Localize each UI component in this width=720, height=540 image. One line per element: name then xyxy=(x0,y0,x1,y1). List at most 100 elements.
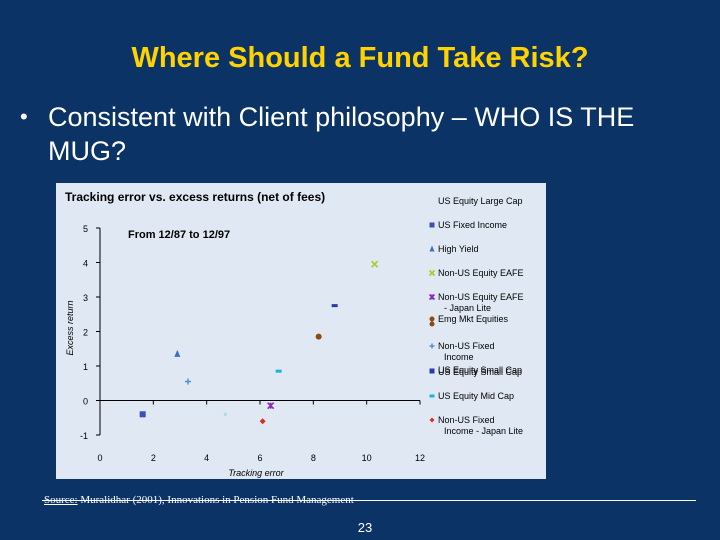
marker-dash-icon xyxy=(275,369,282,373)
marker-dash-icon xyxy=(429,368,435,372)
legend-label-line: High Yield xyxy=(438,244,479,254)
y-tick-label: 5 xyxy=(83,224,88,234)
y-axis-label: Excess return xyxy=(65,300,75,355)
x-tick-label: 0 xyxy=(97,453,102,463)
legend-item: US Equity Small Cap xyxy=(429,367,522,377)
x-tick-label: 8 xyxy=(311,453,316,463)
axes-layer xyxy=(96,227,421,436)
legend-label-line: Income - Japan Lite xyxy=(444,426,523,436)
marker-square-icon xyxy=(139,411,146,418)
legend-label: Non-US Fixed Income xyxy=(438,341,495,362)
legend-label: High Yield xyxy=(438,244,479,254)
data-point xyxy=(174,349,181,357)
legend-marker xyxy=(429,417,435,423)
marker-dash-icon xyxy=(331,304,338,308)
x-tick-label: 10 xyxy=(362,453,372,463)
x-axis-label: Tracking error xyxy=(228,468,284,478)
bullet-text: Consistent with Client philosophy – WHO … xyxy=(48,102,635,166)
y-tick-label: 0 xyxy=(83,397,88,407)
scatter-chart: Tracking error vs. excess returns (net o… xyxy=(65,190,524,478)
legend-label-line: US Equity Large Cap xyxy=(438,196,523,206)
marker-x-icon xyxy=(428,269,436,277)
source-divider xyxy=(42,500,696,501)
marker-square-icon xyxy=(429,222,435,228)
marker-circle-icon xyxy=(429,321,435,327)
legend-label-line: US Equity Mid Cap xyxy=(438,391,514,401)
source-prefix: Source: xyxy=(44,494,78,506)
legend-label: US Equity Small Cap xyxy=(438,365,522,375)
legend-label: US Equity Large Cap xyxy=(438,196,523,206)
y-tick-label: 4 xyxy=(83,259,88,269)
legend-label: US Equity Mid Cap xyxy=(438,391,514,401)
data-point xyxy=(315,333,322,340)
marker-diamond-icon xyxy=(259,418,266,425)
marker-circle-icon xyxy=(429,316,435,322)
marker-triangle-icon xyxy=(429,245,435,252)
data-point xyxy=(259,418,266,425)
legend-label-line: Income xyxy=(444,352,474,362)
marker-dash-icon xyxy=(429,394,435,398)
legend-item: US Equity Mid Cap xyxy=(429,391,514,401)
legend-label: Non-US Equity EAFE - Japan Lite xyxy=(438,292,524,313)
legend-label-line: Non-US Fixed xyxy=(438,415,495,425)
x-tick-label: 2 xyxy=(151,453,156,463)
y-tick-label: -1 xyxy=(80,431,88,441)
y-tick-label: 1 xyxy=(83,362,88,372)
legend-marker xyxy=(428,269,436,277)
legend-label: US Equity Small Cap xyxy=(438,367,522,377)
legend: US Equity Large Cap US Fixed Income High Y… xyxy=(428,196,524,436)
marker-x-icon xyxy=(371,260,379,268)
legend-label: Non-US Fixed Income - Japan Lite xyxy=(438,415,523,436)
x-tick-label: 6 xyxy=(257,453,262,463)
source-citation: Source: Muralidhar (2001), Innovations i… xyxy=(44,494,384,507)
legend-marker xyxy=(429,368,435,372)
chart-title: Tracking error vs. excess returns (net o… xyxy=(65,190,325,204)
marker-dash-icon xyxy=(429,370,435,374)
legend-marker xyxy=(429,370,435,374)
legend-item: Non-US Fixed Income - Japan Lite xyxy=(429,415,523,436)
marker-triangle-icon xyxy=(174,349,181,357)
slide-title: Where Should a Fund Take Risk? xyxy=(131,42,589,74)
legend-marker xyxy=(429,316,435,322)
legend-label: Emg Mkt Equities xyxy=(438,314,509,324)
chart-panel: Tracking error vs. excess returns (net o… xyxy=(56,183,546,479)
x-tick-label: 12 xyxy=(415,453,425,463)
bullet-icon: • xyxy=(20,104,28,129)
legend-label: Non-US Equity EAFE xyxy=(438,268,524,278)
marker-circle-icon xyxy=(315,333,322,340)
y-tick-label: 2 xyxy=(83,328,88,338)
y-tick-label: 3 xyxy=(83,293,88,303)
marker-dot-icon xyxy=(223,412,227,416)
legend-label-line: Non-US Equity EAFE xyxy=(438,268,524,278)
legend-label-line: US Equity Small Cap xyxy=(438,367,522,377)
legend-label-line: Non-US Fixed xyxy=(438,341,495,351)
data-points-layer xyxy=(139,260,379,425)
legend-marker xyxy=(429,245,435,252)
legend-label-line: US Fixed Income xyxy=(438,220,507,230)
x-tick-label: 4 xyxy=(204,453,209,463)
page-number: 23 xyxy=(357,520,373,535)
data-point xyxy=(185,378,191,385)
legend-item: High Yield xyxy=(429,244,479,254)
legend-marker xyxy=(429,394,435,398)
legend-label-line: - Japan Lite xyxy=(444,303,491,313)
legend-marker xyxy=(429,343,435,349)
data-point xyxy=(223,412,227,416)
legend-item: US Equity Large Cap xyxy=(438,196,523,206)
legend-marker xyxy=(429,222,435,228)
data-point xyxy=(331,304,338,308)
legend-label: US Fixed Income xyxy=(438,220,507,230)
legend-label-line: Non-US Equity EAFE xyxy=(438,292,524,302)
marker-diamond-icon xyxy=(429,417,435,423)
legend-item xyxy=(429,321,435,327)
data-point xyxy=(371,260,379,268)
data-point xyxy=(139,411,146,418)
source-body: Muralidhar (2001), Innovations in Pensio… xyxy=(77,494,354,506)
legend-marker xyxy=(428,293,436,301)
chart-subtitle: From 12/87 to 12/97 xyxy=(128,229,230,241)
legend-item: Non-US Fixed Income US Equity Small Cap xyxy=(429,341,522,375)
legend-item: US Fixed Income xyxy=(429,220,507,230)
data-point xyxy=(275,369,282,373)
